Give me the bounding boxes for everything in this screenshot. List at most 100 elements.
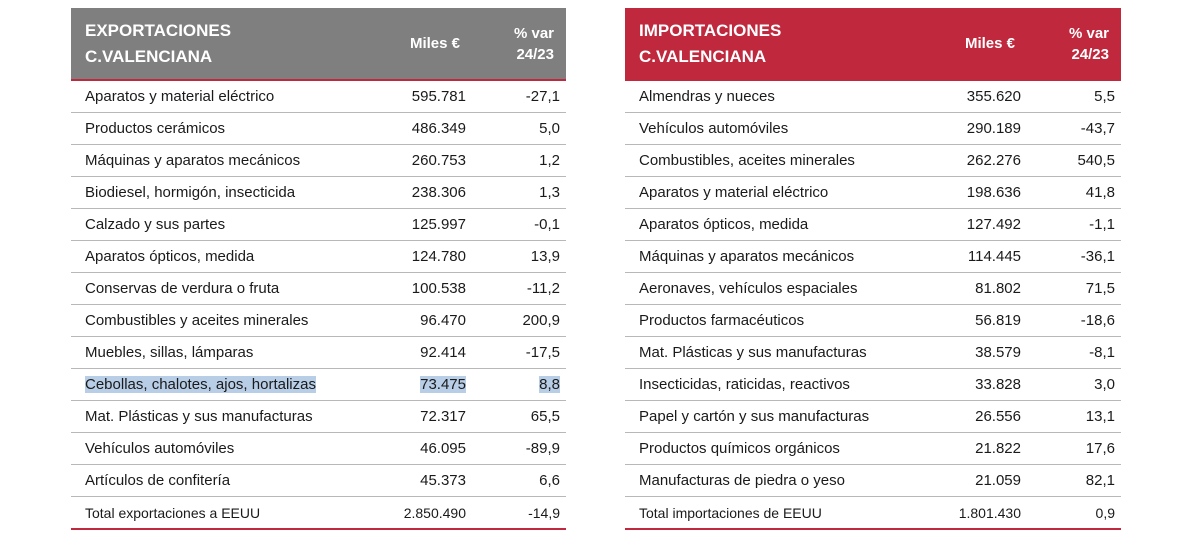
cell-var-text: 1,3 (539, 184, 560, 201)
cell-miles-text: 33.828 (975, 376, 1021, 393)
cell-var-text: -43,7 (1080, 120, 1115, 137)
cell-name: Mat. Plásticas y sus manufacturas (625, 344, 921, 361)
table-row[interactable]: Combustibles y aceites minerales 96.470 20… (71, 305, 566, 337)
cell-name-text: Productos cerámicos (85, 120, 226, 137)
imports-rows: Almendras y nueces 355.620 5,5 Vehículos au… (625, 79, 1121, 530)
cell-miles-text: 38.579 (975, 344, 1021, 361)
cell-name-text: Aparatos ópticos, medida (639, 216, 809, 233)
cell-var-text: -17,5 (525, 344, 560, 361)
cell-var: 5,5 (1025, 88, 1121, 105)
imports-col-var: % var 24/23 (1019, 8, 1121, 79)
cell-var: -8,1 (1025, 344, 1121, 361)
cell-miles-text: 260.753 (411, 152, 466, 169)
imports-header: IMPORTACIONES C.VALENCIANA Miles € % var… (625, 8, 1121, 79)
cell-miles: 45.373 (366, 472, 470, 489)
cell-name: Total exportaciones a EEUU (71, 505, 366, 521)
table-row[interactable]: Combustibles, aceites minerales 262.276 54… (625, 145, 1121, 177)
cell-name-text: Combustibles, aceites minerales (639, 152, 855, 169)
table-row[interactable]: Aparatos ópticos, medida 124.780 13,9 (71, 241, 566, 273)
cell-name: Vehículos automóviles (71, 440, 366, 457)
cell-miles: 73.475 (366, 376, 470, 393)
cell-miles: 46.095 (366, 440, 470, 457)
cell-name-text: Combustibles y aceites minerales (85, 312, 309, 329)
cell-miles: 26.556 (921, 408, 1025, 425)
cell-var: 3,0 (1025, 376, 1121, 393)
table-row[interactable]: Aparatos ópticos, medida 127.492 -1,1 (625, 209, 1121, 241)
cell-var: 71,5 (1025, 280, 1121, 297)
table-row[interactable]: Máquinas y aparatos mecánicos 114.445 -36,… (625, 241, 1121, 273)
cell-var-text: -18,6 (1080, 312, 1115, 329)
cell-name-text: Muebles, sillas, lámparas (85, 344, 254, 361)
cell-miles-text: 2.850.490 (403, 504, 466, 521)
table-row[interactable]: Aparatos y material eléctrico 595.781 -27,… (71, 81, 566, 113)
table-row[interactable]: Mat. Plásticas y sus manufacturas 38.579 -… (625, 337, 1121, 369)
table-row[interactable]: Aeronaves, vehículos espaciales 81.802 71,… (625, 273, 1121, 305)
cell-var: 1,2 (470, 152, 566, 169)
table-row[interactable]: Almendras y nueces 355.620 5,5 (625, 81, 1121, 113)
cell-var-text: 5,5 (1094, 88, 1115, 105)
table-row[interactable]: Productos cerámicos 486.349 5,0 (71, 113, 566, 145)
table-row[interactable]: Muebles, sillas, lámparas 92.414 -17,5 (71, 337, 566, 369)
table-row[interactable]: Papel y cartón y sus manufacturas 26.556 1… (625, 401, 1121, 433)
cell-name-text: Conservas de verdura o fruta (85, 280, 280, 297)
cell-name: Calzado y sus partes (71, 216, 366, 233)
cell-name-text: Total importaciones de EEUU (639, 504, 822, 521)
cell-miles-text: 72.317 (420, 408, 466, 425)
imports-title-line2: C.VALENCIANA (639, 47, 767, 66)
table-row[interactable]: Cebollas, chalotes, ajos, hortalizas 73.4… (71, 369, 566, 401)
table-row[interactable]: Máquinas y aparatos mecánicos 260.753 1,2 (71, 145, 566, 177)
table-row[interactable]: Manufacturas de piedra o yeso 21.059 82,1 (625, 465, 1121, 497)
table-row[interactable]: Aparatos y material eléctrico 198.636 41,8 (625, 177, 1121, 209)
cell-name: Total importaciones de EEUU (625, 505, 921, 521)
cell-name: Máquinas y aparatos mecánicos (625, 248, 921, 265)
table-row[interactable]: Biodiesel, hormigón, insecticida 238.306 1… (71, 177, 566, 209)
cell-miles-text: 96.470 (420, 312, 466, 329)
cell-miles: 125.997 (366, 216, 470, 233)
cell-var: -18,6 (1025, 312, 1121, 329)
cell-miles: 486.349 (366, 120, 470, 137)
cell-var-text: -14,9 (528, 504, 560, 521)
cell-var: 5,0 (470, 120, 566, 137)
cell-var-text: -89,9 (525, 440, 560, 457)
cell-var: -0,1 (470, 216, 566, 233)
cell-name: Aeronaves, vehículos espaciales (625, 280, 921, 297)
table-row[interactable]: Artículos de confitería 45.373 6,6 (71, 465, 566, 497)
table-row[interactable]: Calzado y sus partes 125.997 -0,1 (71, 209, 566, 241)
cell-miles-text: 46.095 (420, 440, 466, 457)
imports-title: IMPORTACIONES C.VALENCIANA (625, 8, 933, 79)
cell-var-text: 1,2 (539, 152, 560, 169)
cell-name: Productos farmacéuticos (625, 312, 921, 329)
table-row[interactable]: Conservas de verdura o fruta 100.538 -11,2 (71, 273, 566, 305)
table-row[interactable]: Insecticidas, raticidas, reactivos 33.828… (625, 369, 1121, 401)
cell-var-text: -11,2 (526, 280, 560, 297)
exports-col-var: % var 24/23 (464, 8, 566, 79)
table-row[interactable]: Vehículos automóviles 46.095 -89,9 (71, 433, 566, 465)
cell-var: 13,1 (1025, 408, 1121, 425)
cell-miles-text: 1.801.430 (958, 504, 1021, 521)
cell-name-text: Mat. Plásticas y sus manufacturas (85, 408, 313, 425)
exports-total-row[interactable]: Total exportaciones a EEUU 2.850.490 -14,9 (71, 497, 566, 530)
cell-name-text: Total exportaciones a EEUU (85, 504, 261, 521)
cell-name-text: Vehículos automóviles (85, 440, 235, 457)
table-row[interactable]: Mat. Plásticas y sus manufacturas 72.317 6… (71, 401, 566, 433)
table-row[interactable]: Productos farmacéuticos 56.819 -18,6 (625, 305, 1121, 337)
cell-miles: 81.802 (921, 280, 1025, 297)
cell-miles-text: 92.414 (420, 344, 466, 361)
table-row[interactable]: Productos químicos orgánicos 21.822 17,6 (625, 433, 1121, 465)
cell-var-text: -0,1 (534, 216, 560, 233)
cell-miles: 1.801.430 (921, 505, 1025, 521)
table-row[interactable]: Vehículos automóviles 290.189 -43,7 (625, 113, 1121, 145)
cell-var-text: 8,8 (539, 376, 560, 393)
cell-miles-text: 81.802 (975, 280, 1021, 297)
cell-var-text: -8,1 (1089, 344, 1115, 361)
cell-var: -1,1 (1025, 216, 1121, 233)
cell-var: 65,5 (470, 408, 566, 425)
cell-var: 540,5 (1025, 152, 1121, 169)
cell-miles-text: 124.780 (411, 248, 466, 265)
imports-total-row[interactable]: Total importaciones de EEUU 1.801.430 0,9 (625, 497, 1121, 530)
cell-miles-text: 595.781 (411, 88, 466, 105)
cell-var: 200,9 (470, 312, 566, 329)
cell-name-text: Aparatos y material eléctrico (639, 184, 829, 201)
cell-miles-text: 262.276 (966, 152, 1021, 169)
cell-var: -17,5 (470, 344, 566, 361)
